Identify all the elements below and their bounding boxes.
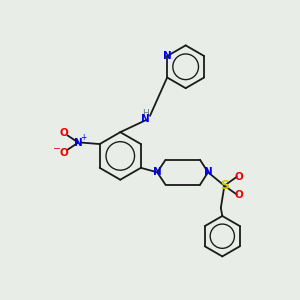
- Text: S: S: [220, 179, 229, 192]
- Text: N: N: [163, 51, 172, 61]
- Text: N: N: [141, 114, 150, 124]
- Text: −: −: [53, 144, 62, 154]
- Text: O: O: [235, 190, 244, 200]
- Text: O: O: [60, 128, 68, 138]
- Text: +: +: [80, 133, 87, 142]
- Text: N: N: [204, 167, 212, 177]
- Text: O: O: [235, 172, 244, 182]
- Text: O: O: [60, 148, 68, 158]
- Text: H: H: [142, 109, 149, 118]
- Text: N: N: [74, 138, 83, 148]
- Text: N: N: [153, 167, 162, 177]
